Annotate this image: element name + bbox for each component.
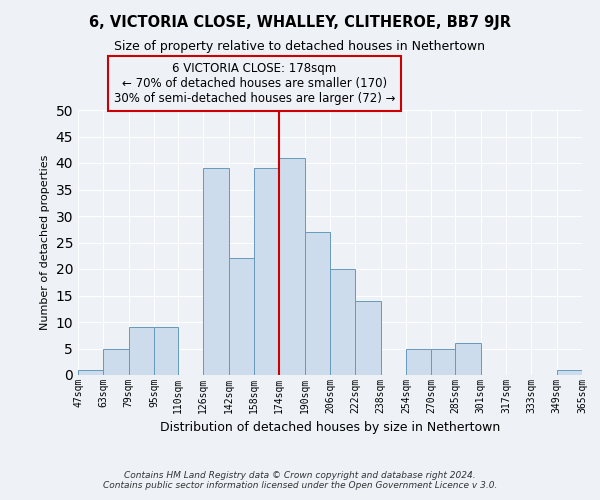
Bar — [557, 370, 582, 375]
Bar — [203, 168, 229, 375]
Bar — [355, 301, 381, 375]
Bar — [229, 258, 254, 375]
Bar — [154, 328, 178, 375]
Text: Size of property relative to detached houses in Nethertown: Size of property relative to detached ho… — [115, 40, 485, 53]
Bar — [103, 348, 129, 375]
Bar — [455, 343, 481, 375]
Bar — [330, 269, 355, 375]
Bar — [279, 158, 305, 375]
Bar — [78, 370, 103, 375]
Bar — [129, 328, 154, 375]
Text: Contains HM Land Registry data © Crown copyright and database right 2024.
Contai: Contains HM Land Registry data © Crown c… — [103, 470, 497, 490]
Text: 6 VICTORIA CLOSE: 178sqm
← 70% of detached houses are smaller (170)
30% of semi-: 6 VICTORIA CLOSE: 178sqm ← 70% of detach… — [113, 62, 395, 104]
Bar — [406, 348, 431, 375]
Bar — [431, 348, 455, 375]
Bar — [305, 232, 330, 375]
Text: 6, VICTORIA CLOSE, WHALLEY, CLITHEROE, BB7 9JR: 6, VICTORIA CLOSE, WHALLEY, CLITHEROE, B… — [89, 15, 511, 30]
Bar — [254, 168, 279, 375]
X-axis label: Distribution of detached houses by size in Nethertown: Distribution of detached houses by size … — [160, 422, 500, 434]
Y-axis label: Number of detached properties: Number of detached properties — [40, 155, 50, 330]
